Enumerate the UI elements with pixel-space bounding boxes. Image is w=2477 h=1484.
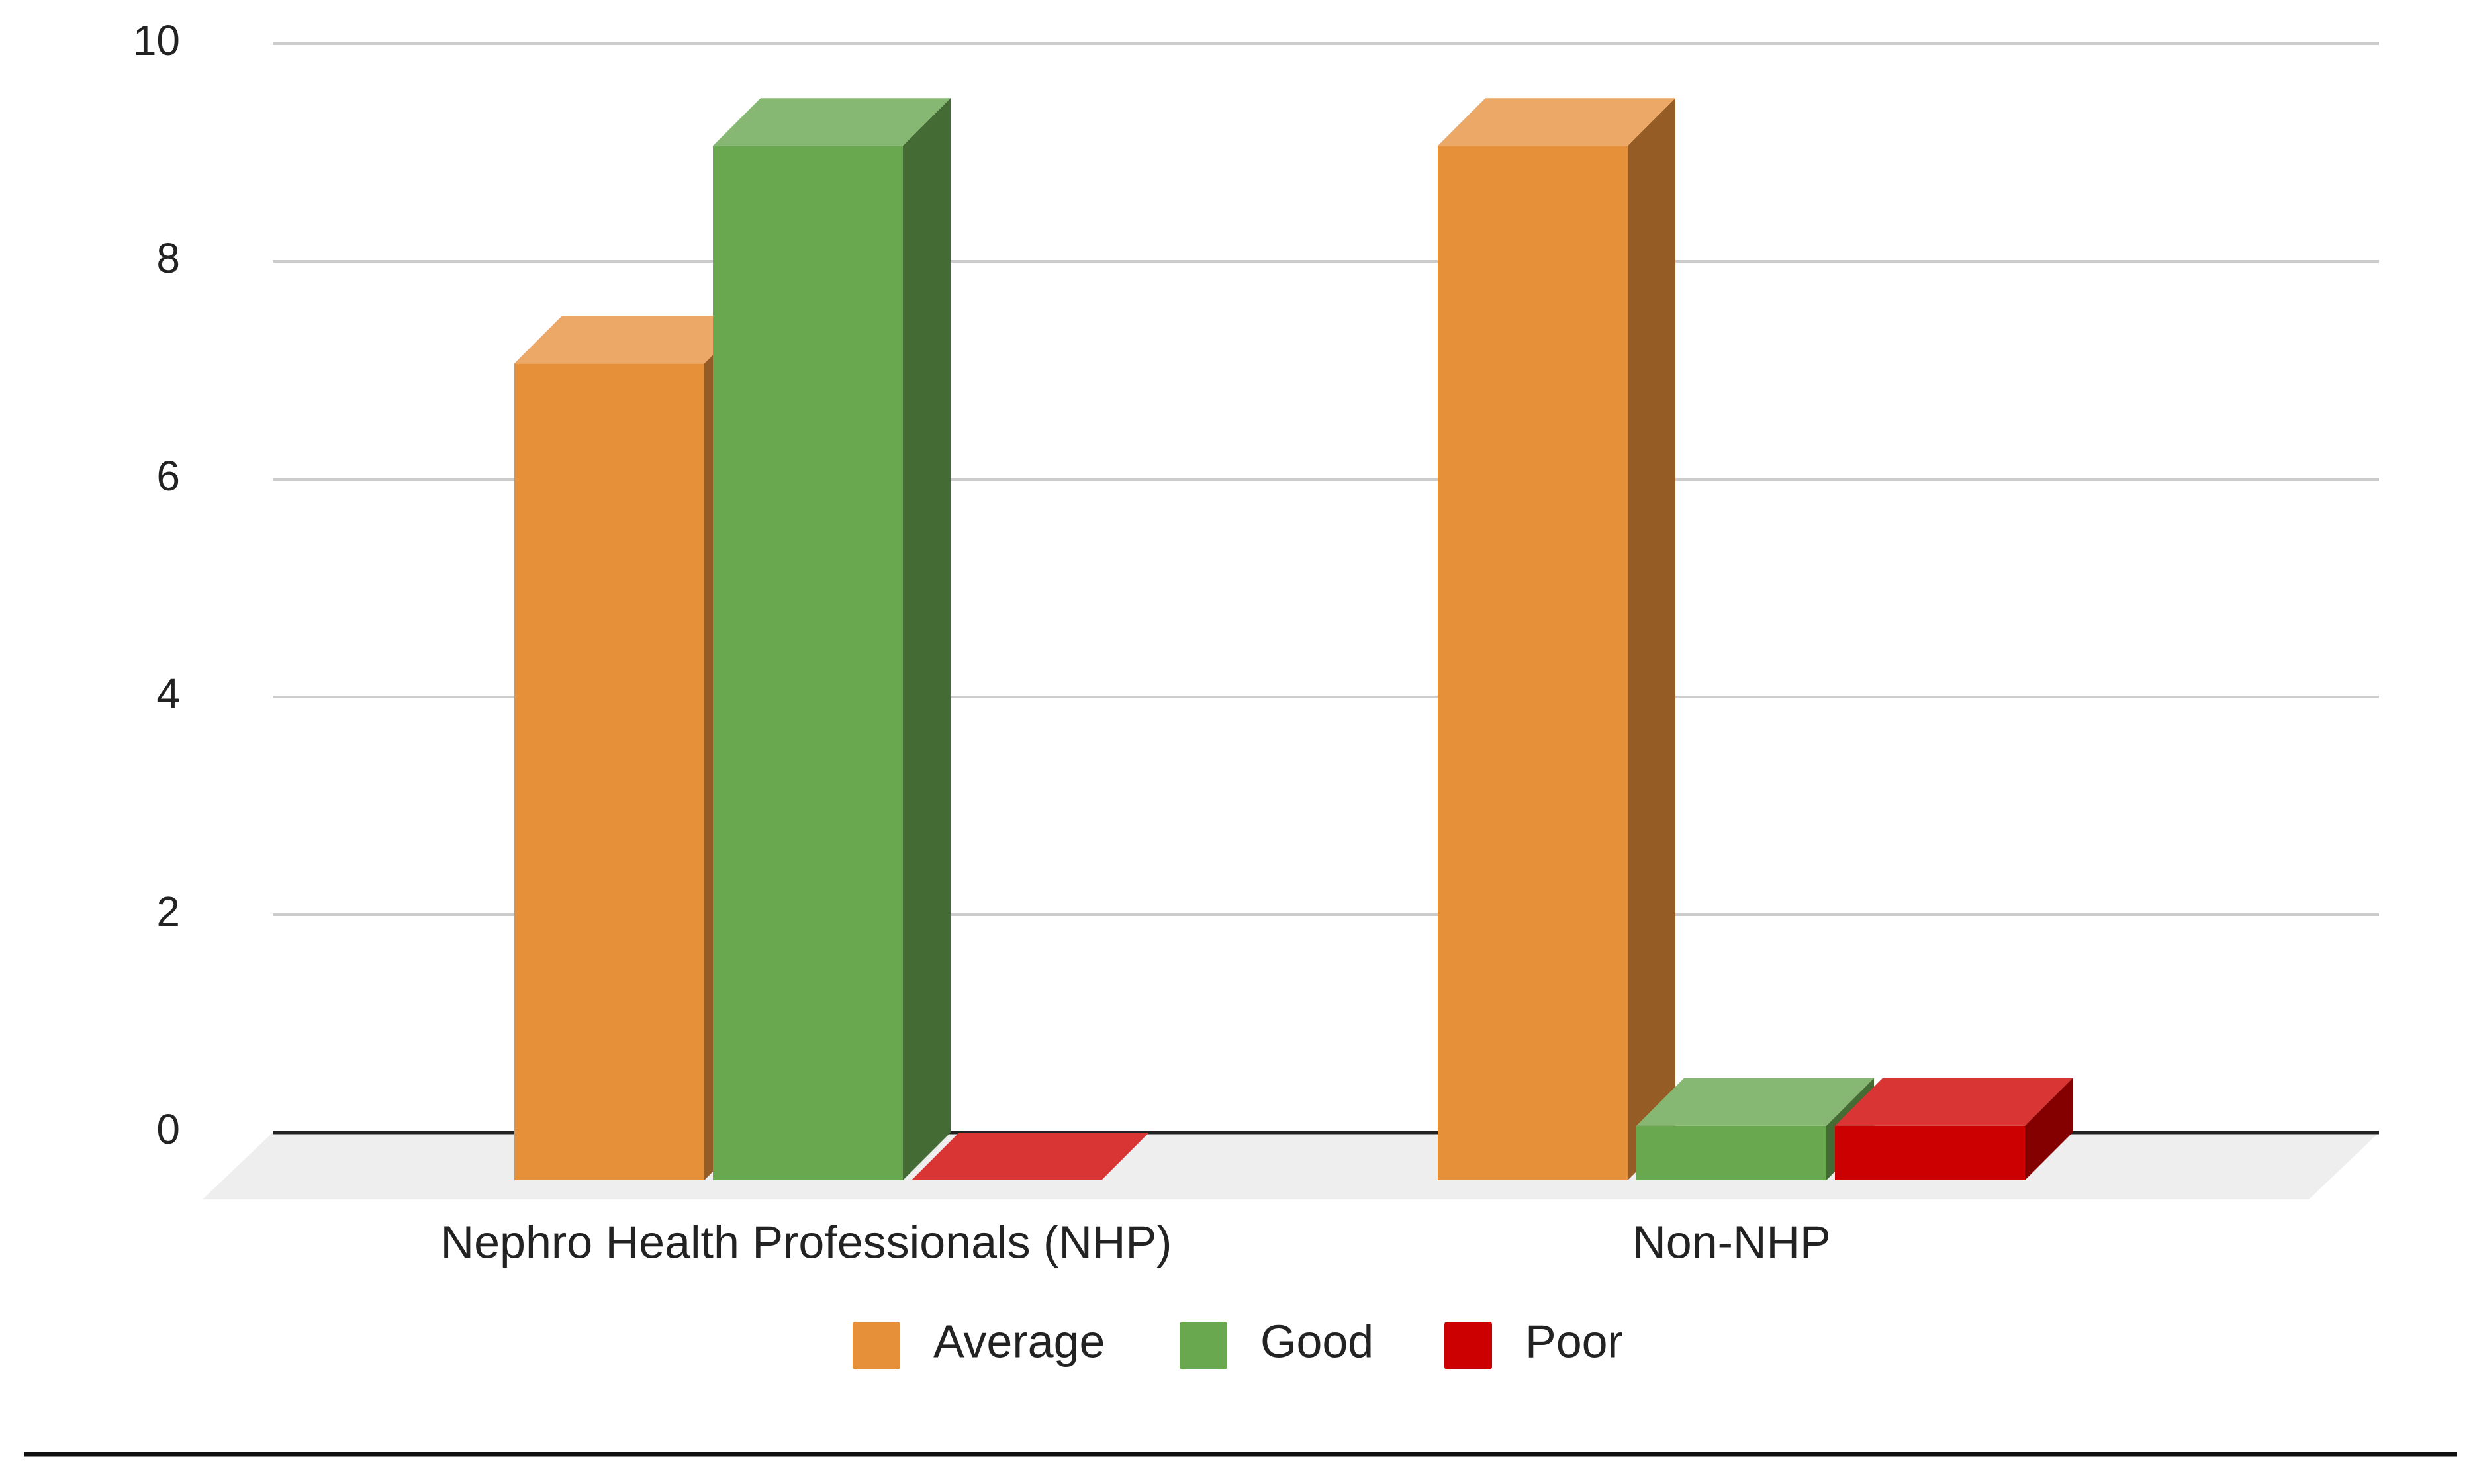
y-tick-label: 6 [156, 452, 180, 500]
bar-top-face [1438, 98, 1675, 146]
legend-label: Good [1260, 1315, 1374, 1367]
bar-front-face [1438, 146, 1628, 1180]
y-tick-label: 2 [156, 888, 180, 935]
y-tick-label: 10 [133, 17, 180, 64]
bar-top-face [911, 1133, 1149, 1180]
legend-swatch [1180, 1322, 1227, 1369]
x-category-label: Non-NHP [1632, 1216, 1831, 1268]
bar-side-face [1628, 98, 1675, 1180]
legend-swatch [1444, 1322, 1492, 1369]
legend-swatch [853, 1322, 900, 1369]
x-category-label: Nephro Health Professionals (NHP) [441, 1216, 1172, 1268]
legend: Average Good Poor [853, 1315, 1623, 1369]
bar-good-nhp [713, 98, 951, 1180]
bar-top-face [713, 98, 951, 146]
legend-item-poor: Poor [1444, 1315, 1623, 1369]
bar-top-face [514, 316, 752, 364]
y-tick-label: 4 [156, 670, 180, 718]
bar-average-non-nhp [1438, 98, 1675, 1180]
bar-poor-non-nhp [1835, 1078, 2073, 1180]
bar-front-face [713, 146, 903, 1180]
y-axis-tick-labels: 0 2 4 6 8 10 [133, 17, 180, 1153]
bar-front-face [514, 363, 704, 1180]
y-tick-label: 0 [156, 1105, 180, 1153]
y-tick-label: 8 [156, 234, 180, 282]
legend-item-good: Good [1180, 1315, 1374, 1369]
bar-front-face [1636, 1125, 1826, 1180]
legend-item-average: Average [853, 1315, 1105, 1369]
bar-poor-nhp [911, 1133, 1149, 1180]
bar-top-face [1835, 1078, 2073, 1126]
bar-front-face [1835, 1125, 2025, 1180]
x-axis-category-labels: Nephro Health Professionals (NHP) Non-NHP [441, 1216, 1831, 1268]
bar-side-face [2025, 1078, 2073, 1180]
legend-label: Poor [1525, 1315, 1623, 1367]
bar-top-face [1636, 1078, 1874, 1126]
bar-side-face [903, 98, 951, 1180]
bar-series-group [514, 98, 2073, 1180]
legend-label: Average [933, 1315, 1105, 1367]
